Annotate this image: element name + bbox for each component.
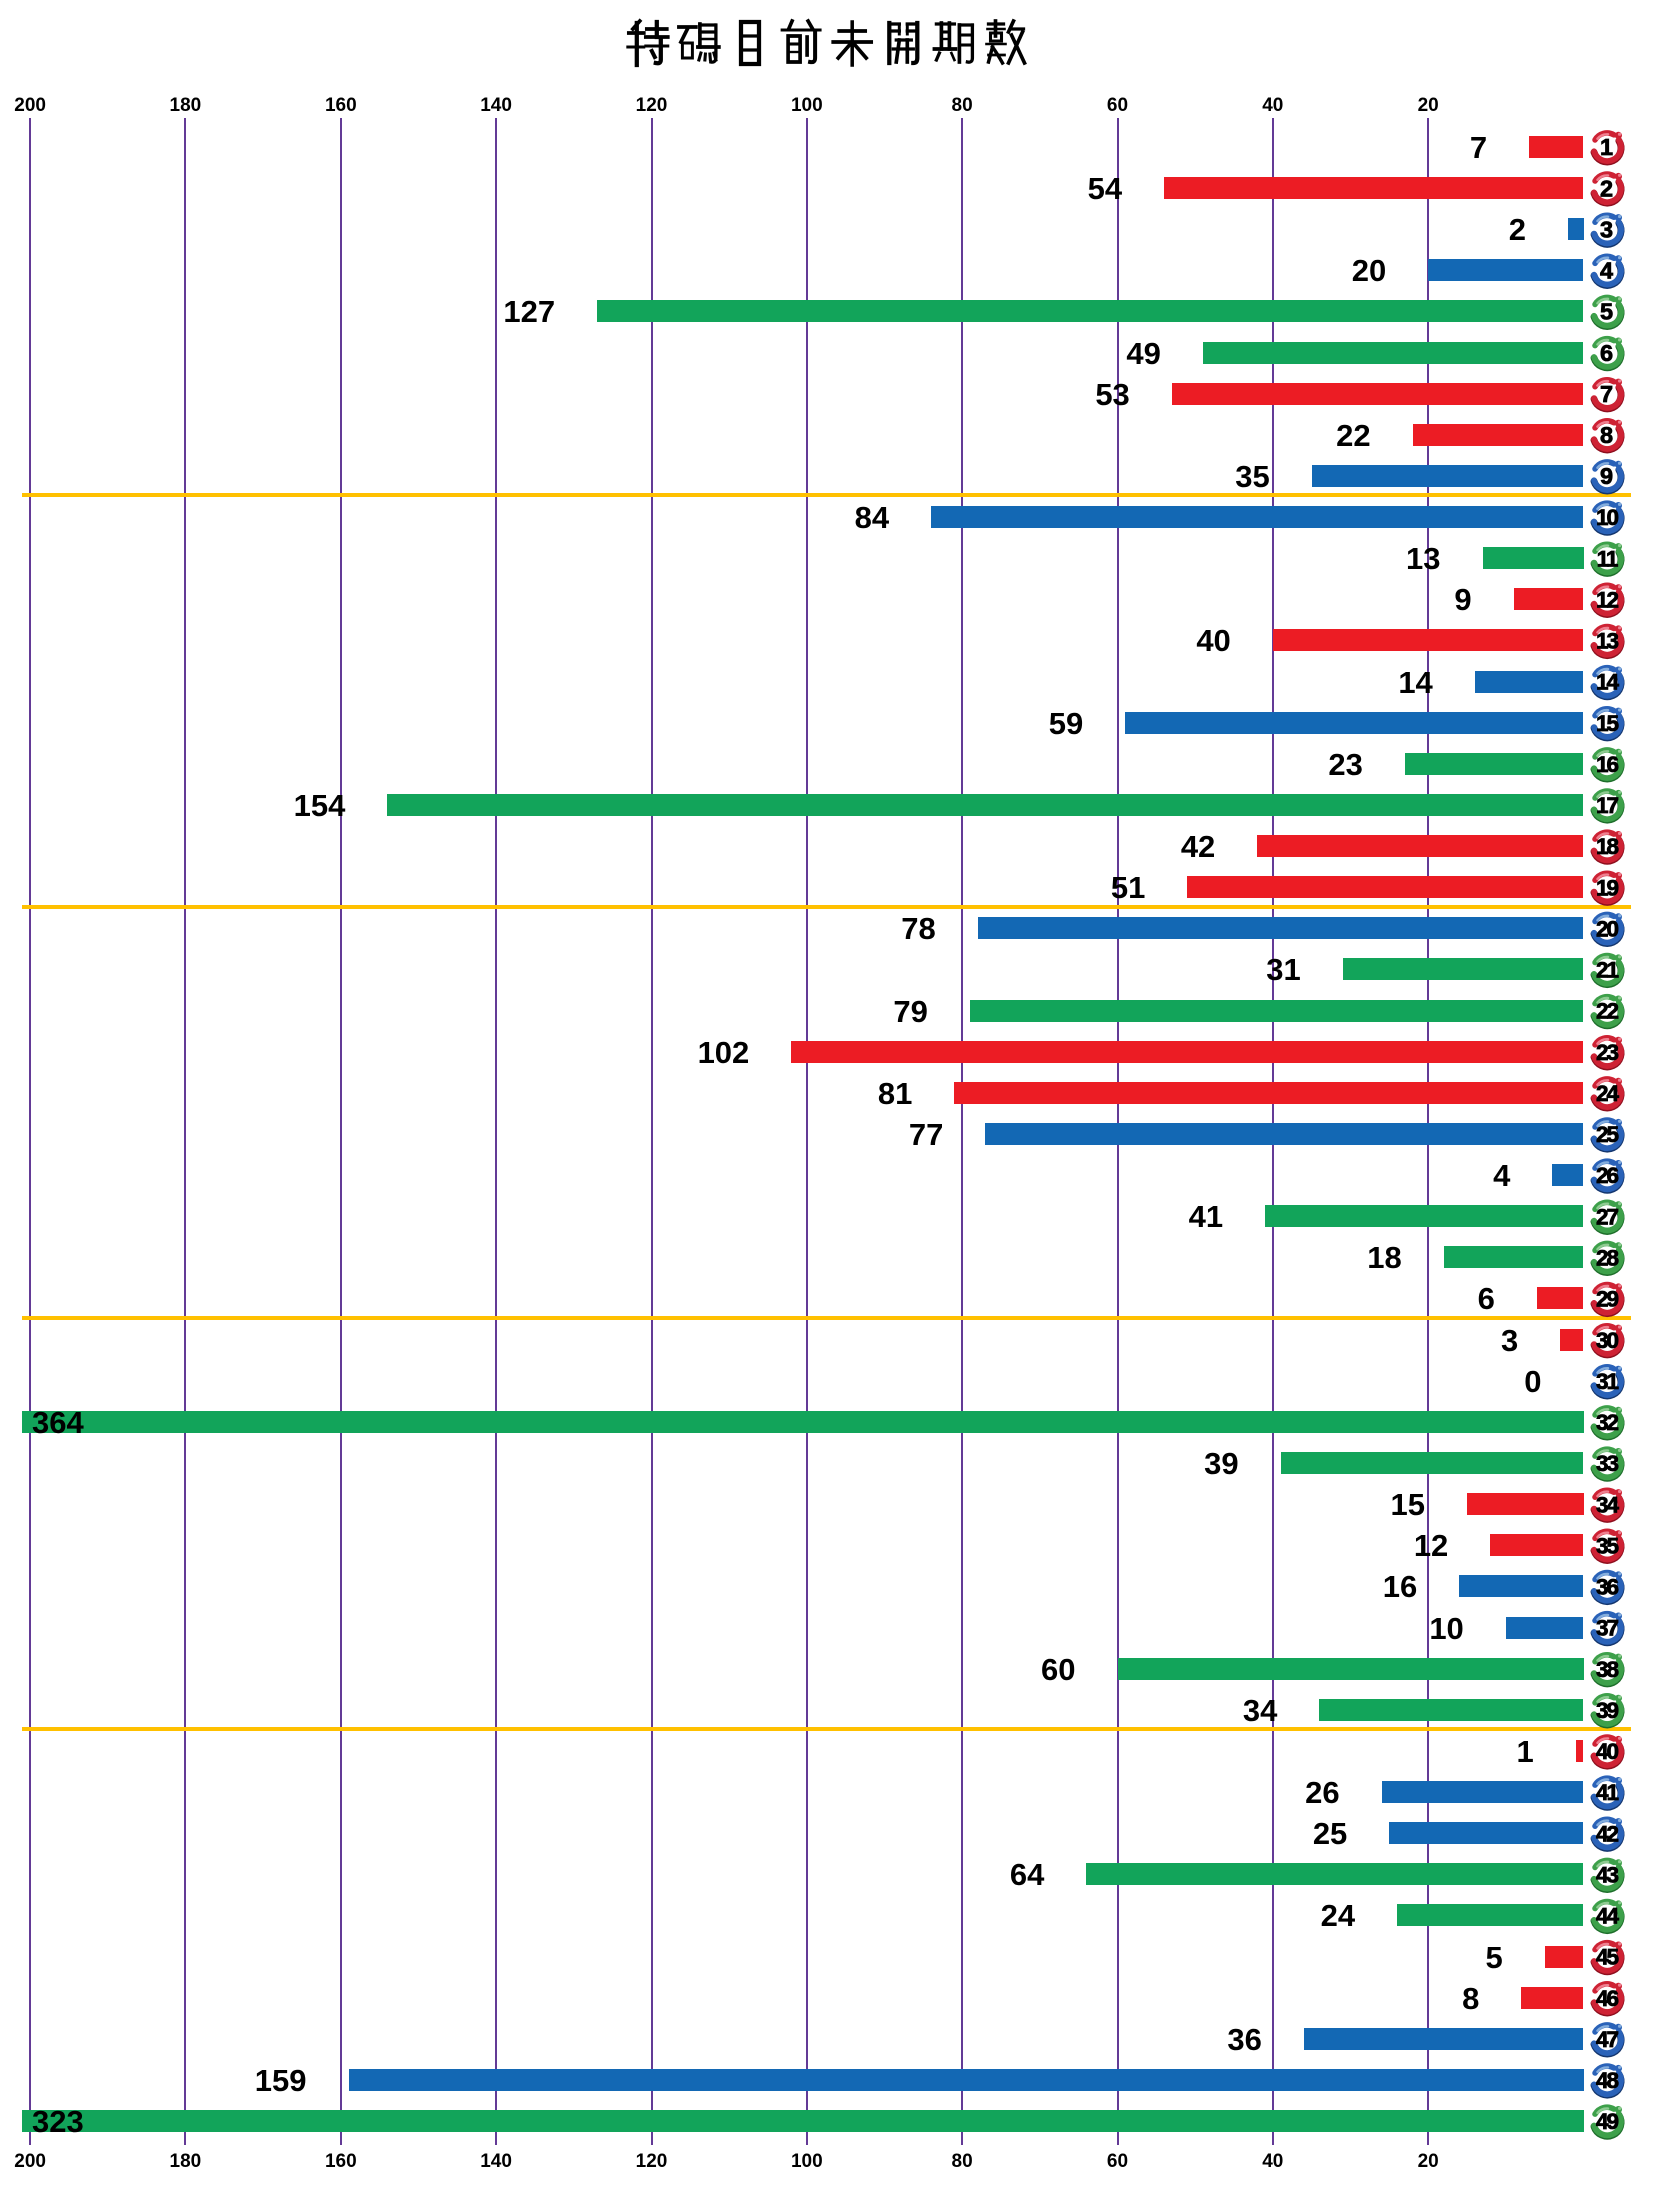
svg-text:22: 22 (1596, 999, 1619, 1024)
svg-text:49: 49 (1596, 2109, 1619, 2134)
svg-text:15: 15 (1596, 711, 1619, 736)
svg-text:29: 29 (1596, 1287, 1619, 1312)
svg-text:24: 24 (1596, 1081, 1620, 1106)
svg-text:26: 26 (1596, 1163, 1619, 1188)
svg-text:5: 5 (1600, 299, 1613, 325)
svg-text:43: 43 (1596, 1863, 1619, 1888)
svg-text:32: 32 (1596, 1410, 1619, 1435)
svg-text:14: 14 (1596, 670, 1620, 695)
svg-text:25: 25 (1596, 1122, 1619, 1147)
svg-text:36: 36 (1596, 1575, 1619, 1600)
svg-text:45: 45 (1596, 1945, 1619, 1970)
svg-text:39: 39 (1596, 1698, 1619, 1723)
svg-text:33: 33 (1596, 1451, 1619, 1476)
svg-text:27: 27 (1596, 1204, 1619, 1229)
svg-text:21: 21 (1596, 958, 1619, 983)
svg-text:10: 10 (1596, 505, 1619, 530)
svg-text:6: 6 (1600, 340, 1613, 366)
svg-text:34: 34 (1596, 1492, 1620, 1517)
svg-text:31: 31 (1596, 1369, 1619, 1394)
svg-text:7: 7 (1600, 381, 1613, 407)
svg-text:38: 38 (1596, 1657, 1619, 1682)
svg-text:42: 42 (1596, 1821, 1619, 1846)
svg-text:20: 20 (1596, 917, 1619, 942)
svg-text:9: 9 (1600, 463, 1613, 489)
svg-text:40: 40 (1596, 1739, 1619, 1764)
svg-text:41: 41 (1596, 1780, 1619, 1805)
svg-text:19: 19 (1596, 875, 1619, 900)
svg-text:2: 2 (1600, 175, 1613, 201)
svg-text:48: 48 (1596, 2068, 1619, 2093)
svg-text:23: 23 (1596, 1040, 1619, 1065)
svg-text:47: 47 (1596, 2027, 1619, 2052)
svg-text:30: 30 (1596, 1328, 1619, 1353)
svg-text:3: 3 (1600, 217, 1613, 243)
svg-text:35: 35 (1596, 1533, 1619, 1558)
svg-text:18: 18 (1596, 834, 1619, 859)
svg-text:17: 17 (1596, 793, 1619, 818)
svg-text:46: 46 (1596, 1986, 1619, 2011)
svg-text:12: 12 (1596, 587, 1619, 612)
svg-text:1: 1 (1600, 134, 1613, 160)
svg-text:4: 4 (1600, 258, 1613, 284)
svg-text:13: 13 (1596, 629, 1619, 654)
svg-text:37: 37 (1596, 1616, 1619, 1641)
svg-text:8: 8 (1600, 422, 1613, 448)
svg-text:28: 28 (1596, 1246, 1619, 1271)
svg-text:16: 16 (1596, 752, 1619, 777)
svg-text:11: 11 (1597, 546, 1618, 571)
svg-text:44: 44 (1596, 1904, 1620, 1929)
